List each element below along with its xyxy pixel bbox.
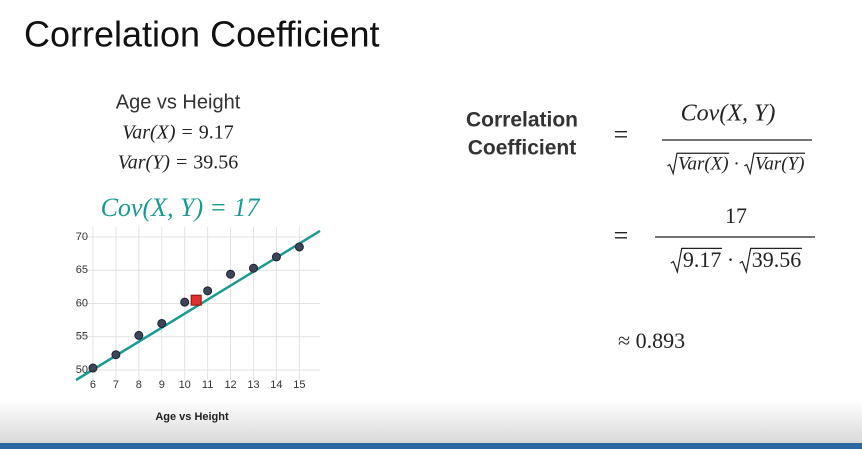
approx: ≈ 0.893 — [618, 328, 685, 353]
point — [88, 363, 98, 373]
math-label: Var(X) — [122, 122, 176, 144]
radical — [670, 247, 722, 275]
math-op: = — [211, 193, 226, 222]
point — [271, 252, 281, 262]
radical — [739, 247, 802, 275]
x-tick-label: 9 — [159, 379, 165, 391]
math-value: 17 — [233, 193, 260, 222]
chart-heading: Age vs Height — [116, 91, 241, 113]
dot: · — [733, 153, 739, 174]
equals: = — [614, 221, 629, 250]
radicand: Var(Y) — [755, 153, 805, 174]
math-value: 9.17 — [199, 122, 234, 144]
radicand: 9.17 — [683, 247, 722, 272]
x-tick-label: 10 — [179, 379, 191, 391]
point — [180, 297, 190, 307]
x-tick-label: 11 — [202, 379, 213, 391]
bottom-bar — [0, 443, 862, 449]
radicand: 39.56 — [752, 247, 802, 272]
math-label: Var(Y) — [118, 152, 171, 174]
lhs-label: Correlation — [466, 109, 578, 132]
math-label: Cov(X, Y) — [101, 193, 204, 222]
radical — [667, 152, 730, 176]
y-tick-label: 60 — [76, 297, 88, 309]
lhs-label: Coefficient — [468, 137, 577, 160]
point — [134, 330, 144, 340]
point — [294, 242, 304, 252]
radical — [744, 152, 806, 176]
y-tick-label: 50 — [76, 364, 88, 376]
math-op: = — [182, 122, 193, 144]
point — [248, 263, 258, 273]
point — [111, 350, 121, 360]
numerator: Cov(X, Y) — [681, 101, 776, 127]
y-tick-label: 65 — [76, 264, 88, 276]
x-tick-label: 8 — [136, 379, 142, 391]
slide-title: Correlation Coefficient — [24, 14, 380, 55]
x-tick-label: 13 — [247, 379, 259, 391]
y-tick-label: 55 — [76, 331, 88, 343]
point — [226, 269, 236, 279]
x-tick-label: 15 — [293, 379, 305, 391]
x-tick-label: 14 — [270, 379, 282, 391]
x-tick-label: 7 — [113, 379, 119, 391]
point — [157, 318, 167, 328]
x-tick-label: 12 — [224, 379, 236, 391]
equals: = — [614, 120, 629, 149]
math-op: = — [176, 152, 187, 174]
y-tick-label: 70 — [76, 231, 88, 243]
point — [203, 286, 213, 296]
radicand: Var(X) — [678, 153, 729, 174]
math-value: 39.56 — [193, 152, 238, 174]
x-axis-label: Age vs Height — [155, 411, 229, 423]
bottom-fade — [0, 400, 862, 443]
x-tick-label: 6 — [90, 379, 96, 391]
dot: · — [727, 247, 734, 272]
mean-point — [190, 294, 202, 306]
numerator: 17 — [725, 203, 747, 228]
